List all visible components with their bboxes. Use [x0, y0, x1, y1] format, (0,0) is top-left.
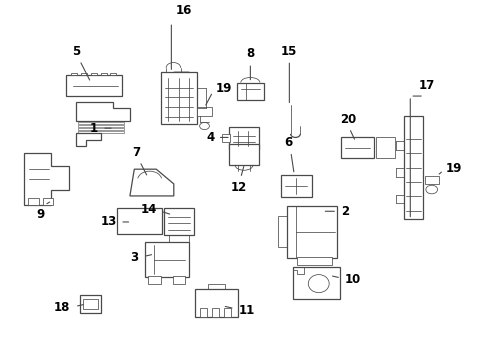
- Text: 12: 12: [230, 181, 246, 194]
- Bar: [424, 176, 438, 184]
- Bar: [224, 308, 231, 317]
- Text: 6: 6: [284, 136, 292, 149]
- Bar: [91, 72, 97, 75]
- Text: 5: 5: [72, 45, 80, 58]
- Text: 3: 3: [130, 251, 138, 264]
- Bar: [221, 134, 230, 143]
- Bar: [101, 72, 106, 75]
- Text: 8: 8: [246, 48, 254, 60]
- Bar: [65, 75, 122, 96]
- Text: 13: 13: [101, 216, 117, 229]
- Bar: [81, 72, 87, 75]
- Bar: [117, 208, 161, 234]
- Bar: [80, 295, 101, 313]
- Bar: [236, 82, 264, 100]
- Bar: [280, 175, 312, 197]
- Text: 17: 17: [418, 80, 434, 93]
- Text: 11: 11: [238, 303, 254, 316]
- Text: 20: 20: [339, 113, 355, 126]
- Bar: [375, 137, 394, 158]
- Text: 19: 19: [215, 82, 231, 95]
- Text: 2: 2: [340, 205, 348, 218]
- Bar: [163, 208, 194, 235]
- Bar: [28, 198, 39, 205]
- Bar: [78, 122, 124, 124]
- Text: 1: 1: [90, 122, 98, 135]
- Bar: [293, 266, 339, 300]
- Bar: [144, 242, 189, 277]
- Text: 15: 15: [281, 45, 297, 58]
- Bar: [194, 289, 237, 317]
- Text: 16: 16: [175, 4, 191, 17]
- Bar: [71, 72, 77, 75]
- Bar: [297, 257, 331, 265]
- Bar: [228, 144, 259, 165]
- Bar: [404, 116, 422, 220]
- Bar: [78, 125, 124, 127]
- Text: 4: 4: [205, 131, 214, 144]
- Bar: [110, 72, 116, 75]
- Text: 10: 10: [344, 273, 360, 285]
- Bar: [82, 299, 98, 309]
- Bar: [173, 276, 185, 284]
- Bar: [160, 72, 197, 124]
- Bar: [197, 107, 211, 116]
- Bar: [199, 308, 206, 317]
- Bar: [228, 127, 259, 149]
- Text: 7: 7: [132, 146, 140, 159]
- Text: 14: 14: [140, 203, 157, 216]
- Bar: [340, 137, 373, 158]
- Bar: [287, 206, 336, 258]
- Text: 9: 9: [37, 208, 45, 221]
- Bar: [148, 276, 160, 284]
- Bar: [78, 131, 124, 133]
- Text: 19: 19: [445, 162, 461, 175]
- Bar: [211, 308, 219, 317]
- Text: 18: 18: [54, 301, 70, 314]
- Bar: [78, 128, 124, 130]
- Bar: [42, 198, 53, 205]
